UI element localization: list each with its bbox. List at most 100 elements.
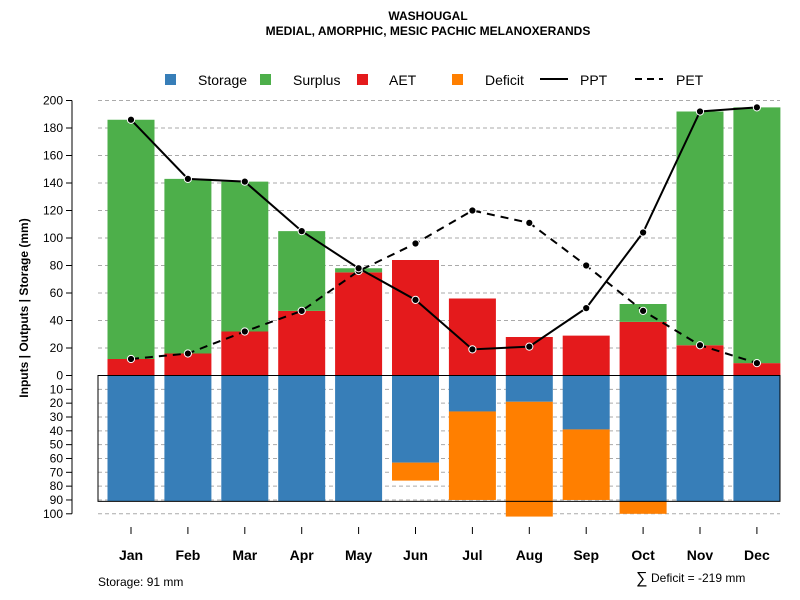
y-tick-label-bottom-90: 90: [50, 493, 64, 507]
bar-storage-mar: [221, 375, 269, 502]
x-label-sep: Sep: [573, 547, 599, 563]
point-ppt-aug: [525, 342, 534, 351]
y-tick-label-top-140: 140: [43, 176, 63, 190]
legend-surplus-label: Surplus: [293, 72, 340, 88]
y-tick-label-bottom-80: 80: [50, 479, 64, 493]
y-tick-label-bottom-10: 10: [50, 382, 64, 396]
bar-storage-aug: [505, 375, 553, 402]
bar-aet-may: [335, 272, 383, 376]
point-ppt-mar: [240, 177, 249, 186]
x-axis: Jan Feb Mar Apr May Jun Jul Aug Sep Oct Nov Dec: [119, 527, 770, 563]
point-ppt-jun: [411, 295, 420, 304]
x-label-may: May: [345, 547, 372, 563]
bar-deficit-jun: [392, 462, 439, 481]
y-axis-label: Inputs | Outputs | Storage (mm): [17, 218, 31, 397]
point-pet-jun: [411, 239, 420, 248]
x-label-jan: Jan: [119, 547, 143, 563]
x-label-jul: Jul: [462, 547, 482, 563]
bar-aet-jul: [448, 298, 496, 376]
bar-deficit-oct: [619, 501, 667, 514]
top-bars: [107, 107, 781, 376]
y-tick-label-bottom-30: 30: [50, 410, 64, 424]
y-tick-label-top-100: 100: [43, 231, 63, 245]
point-ppt-jul: [468, 345, 477, 354]
bottom-bars: [107, 375, 781, 517]
y-tick-label-top-0: 0: [56, 369, 63, 383]
y-tick-label-top-120: 120: [43, 204, 63, 218]
legend-storage-label: Storage: [198, 72, 247, 88]
bar-aet-oct: [619, 321, 667, 376]
bar-storage-apr: [278, 375, 326, 502]
bar-storage-oct: [619, 375, 667, 502]
y-tick-label-bottom-60: 60: [50, 451, 64, 465]
legend-deficit-swatch: [452, 74, 463, 85]
bar-storage-jun: [392, 375, 439, 463]
bar-aet-jun: [392, 260, 439, 376]
y-tick-label-bottom-70: 70: [50, 465, 64, 479]
bar-surplus-dec: [733, 107, 781, 364]
bar-storage-may: [335, 375, 383, 502]
line-pet: [130, 209, 758, 365]
point-pet-mar: [240, 327, 249, 336]
point-ppt-dec: [752, 103, 762, 112]
bar-aet-dec: [733, 363, 781, 376]
point-ppt-sep: [582, 304, 591, 313]
bar-aet-mar: [221, 331, 269, 376]
y-tick-label-bottom-40: 40: [50, 424, 64, 438]
x-label-apr: Apr: [290, 547, 315, 563]
point-ppt-may: [354, 264, 363, 273]
legend-aet-swatch: [357, 74, 368, 85]
legend: Storage Surplus AET Deficit PPT PET: [165, 72, 704, 88]
legend-surplus-swatch: [260, 74, 271, 85]
y-tick-label-top-20: 20: [50, 341, 64, 355]
y-tick-label-bottom-50: 50: [50, 438, 64, 452]
legend-storage-swatch: [165, 74, 176, 85]
bar-storage-jan: [107, 375, 155, 502]
point-pet-aug: [525, 218, 534, 227]
y-tick-label-top-60: 60: [50, 286, 64, 300]
bar-surplus-jan: [107, 119, 155, 359]
x-label-dec: Dec: [744, 547, 770, 563]
series-lines: [126, 103, 762, 368]
axis-frames: [97, 375, 781, 502]
bar-storage-nov: [676, 375, 724, 502]
storage-capacity-frame: [97, 375, 781, 502]
x-label-oct: Oct: [631, 547, 655, 563]
point-pet-dec: [752, 359, 762, 368]
bar-deficit-jul: [448, 411, 496, 500]
footer-deficit-symbol: ∑: [636, 570, 647, 587]
y-tick-label-bottom-100: 100: [43, 507, 63, 521]
y-axis: 2001801601401201008060402001020304050607…: [43, 94, 73, 521]
chart-subtitle: MEDIAL, AMORPHIC, MESIC PACHIC MELANOXER…: [266, 24, 591, 38]
y-tick-label-top-180: 180: [43, 121, 63, 135]
bar-storage-jul: [448, 375, 496, 412]
point-ppt-jan: [126, 115, 136, 124]
legend-ppt-label: PPT: [580, 72, 608, 88]
legend-aet-label: AET: [389, 72, 417, 88]
point-pet-jan: [126, 354, 136, 364]
line-ppt: [130, 106, 757, 351]
bar-surplus-mar: [221, 181, 269, 332]
point-ppt-nov: [695, 107, 705, 116]
bar-aet-jan: [107, 359, 155, 376]
footer-deficit: Deficit = -219 mm: [651, 571, 745, 585]
y-tick-label-top-80: 80: [50, 259, 64, 273]
y-tick-label-top-40: 40: [50, 314, 64, 328]
x-label-mar: Mar: [232, 547, 257, 563]
bar-deficit-aug: [505, 401, 553, 517]
footer-storage: Storage: 91 mm: [98, 575, 183, 589]
bar-aet-feb: [164, 353, 212, 376]
point-pet-feb: [183, 349, 192, 358]
legend-pet-label: PET: [676, 72, 704, 88]
point-ppt-oct: [639, 228, 648, 237]
point-pet-jul: [468, 206, 477, 215]
x-label-feb: Feb: [175, 547, 200, 563]
bar-storage-feb: [164, 375, 212, 502]
x-label-nov: Nov: [687, 547, 714, 563]
bar-surplus-feb: [164, 178, 212, 354]
bar-surplus-apr: [278, 231, 326, 311]
bar-storage-dec: [733, 375, 781, 502]
chart-title: WASHOUGAL: [388, 9, 467, 23]
point-ppt-feb: [183, 174, 192, 183]
bar-aet-sep: [562, 335, 610, 376]
